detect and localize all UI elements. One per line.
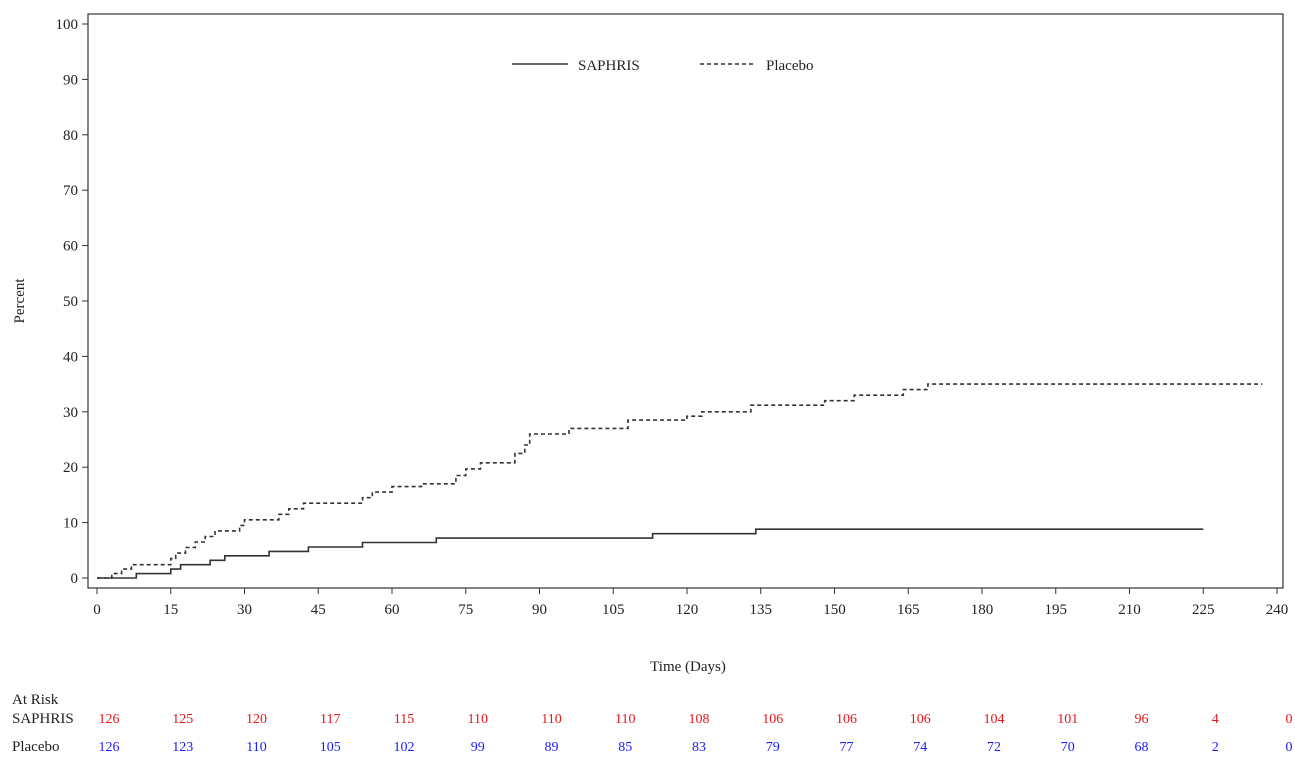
at-risk-value: 99 (471, 740, 485, 755)
at-risk-value: 104 (984, 712, 1005, 727)
y-tick-label: 30 (63, 405, 78, 421)
at-risk-value: 2 (1212, 740, 1219, 755)
legend: SAPHRIS Placebo (512, 58, 813, 74)
at-risk-value: 4 (1212, 712, 1219, 727)
at-risk-value: 85 (618, 740, 632, 755)
at-risk-value: 0 (1286, 712, 1293, 727)
at-risk-value: 106 (910, 712, 931, 727)
at-risk-value: 68 (1135, 740, 1149, 755)
x-tick-label: 105 (602, 602, 625, 618)
axis-titles: Time (Days) Percent (12, 278, 726, 675)
x-tick-label: 240 (1266, 602, 1289, 618)
x-tick-label: 75 (458, 602, 473, 618)
at-risk-title: At Risk (12, 692, 59, 708)
at-risk-table: At Risk SAPHRIS 126 125 120 117 115 110 110 110 10… (12, 692, 1293, 755)
legend-label-saphris: SAPHRIS (578, 58, 640, 74)
at-risk-value: 79 (766, 740, 780, 755)
plot-series (97, 383, 1263, 579)
x-tick-label: 165 (897, 602, 920, 618)
y-axis-title: Percent (12, 278, 28, 324)
y-tick-label: 60 (63, 239, 78, 255)
x-tick-label: 225 (1192, 602, 1215, 618)
y-tick-label: 10 (63, 516, 78, 532)
y-tick-label: 20 (63, 460, 78, 476)
y-tick-label: 0 (71, 571, 79, 587)
y-tick-label: 90 (63, 72, 78, 88)
x-tick-label: 180 (971, 602, 994, 618)
at-risk-value: 106 (836, 712, 857, 727)
at-risk-value: 110 (246, 740, 266, 755)
y-tick-label: 50 (63, 294, 78, 310)
at-risk-value: 101 (1057, 712, 1078, 727)
x-axis-title: Time (Days) (650, 659, 726, 675)
at-risk-value: 83 (692, 740, 706, 755)
plot-frame (87, 13, 1284, 589)
at-risk-row-label: Placebo (12, 739, 59, 755)
x-tick-label: 30 (237, 602, 252, 618)
y-tick-label: 70 (63, 183, 78, 199)
x-tick-label: 150 (823, 602, 846, 618)
at-risk-row-label: SAPHRIS (12, 711, 74, 727)
series-line-placebo (97, 383, 1263, 579)
x-tick-label: 60 (385, 602, 400, 618)
x-tick-label: 195 (1045, 602, 1068, 618)
at-risk-value: 126 (99, 740, 120, 755)
x-tick-label: 0 (93, 602, 101, 618)
at-risk-value: 106 (762, 712, 783, 727)
x-tick-label: 210 (1118, 602, 1141, 618)
at-risk-value: 110 (541, 712, 561, 727)
at-risk-value: 125 (172, 712, 193, 727)
at-risk-value: 110 (615, 712, 635, 727)
at-risk-value: 117 (320, 712, 340, 727)
at-risk-value: 105 (320, 740, 341, 755)
at-risk-value: 126 (99, 712, 120, 727)
at-risk-value: 72 (987, 740, 1001, 755)
at-risk-value: 108 (689, 712, 710, 727)
at-risk-value: 70 (1061, 740, 1075, 755)
plot-axes: 0 10 20 30 40 50 60 70 80 90 100 0 15 30 45 60 75 90 105 12… (56, 13, 1289, 618)
y-tick-label: 80 (63, 128, 78, 144)
series-line-saphris (97, 528, 1204, 579)
x-tick-label: 120 (676, 602, 699, 618)
legend-label-placebo: Placebo (766, 58, 813, 74)
x-tick-label: 15 (163, 602, 178, 618)
x-tick-label: 45 (311, 602, 326, 618)
at-risk-value: 74 (913, 740, 927, 755)
at-risk-value: 77 (840, 740, 854, 755)
y-tick-label: 100 (56, 17, 79, 33)
y-tick-label: 40 (63, 349, 78, 365)
at-risk-value: 115 (394, 712, 414, 727)
at-risk-value: 120 (246, 712, 267, 727)
x-tick-label: 135 (750, 602, 773, 618)
at-risk-value: 102 (394, 740, 415, 755)
at-risk-value: 89 (545, 740, 559, 755)
at-risk-value: 96 (1135, 712, 1149, 727)
x-tick-label: 90 (532, 602, 547, 618)
at-risk-value: 123 (172, 740, 193, 755)
at-risk-value: 110 (468, 712, 488, 727)
at-risk-value: 0 (1286, 740, 1293, 755)
